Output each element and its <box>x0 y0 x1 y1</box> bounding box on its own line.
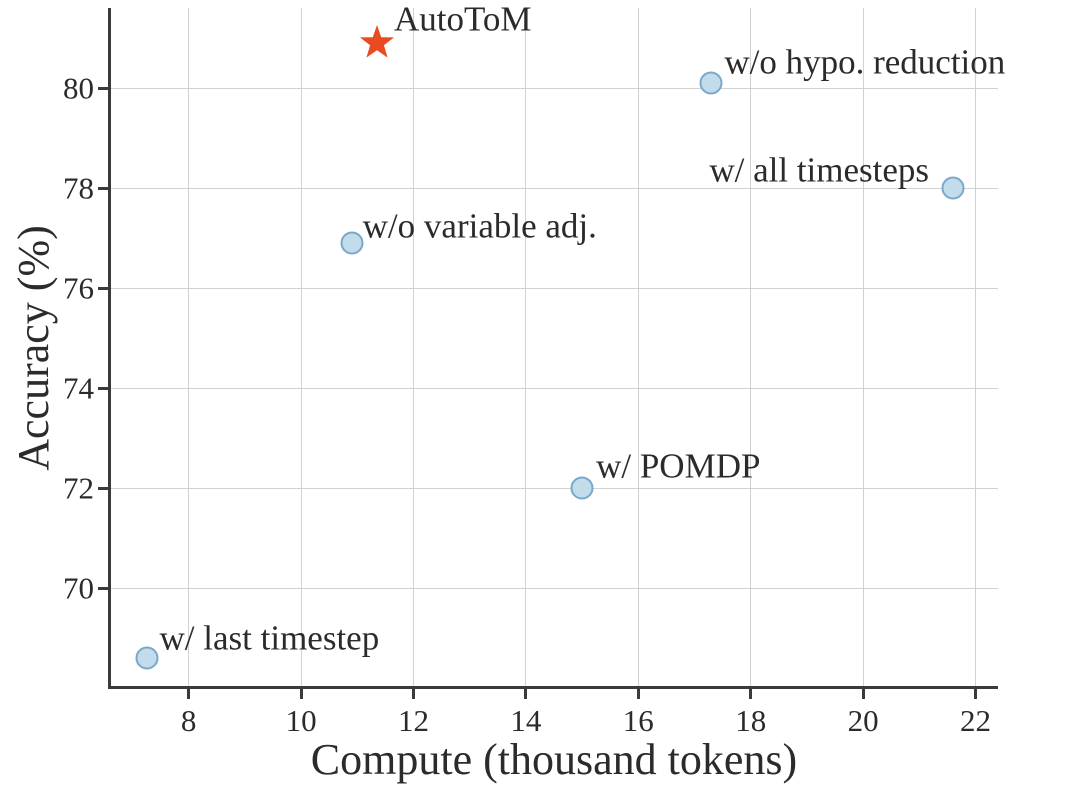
x-gridline-8 <box>188 8 190 688</box>
y-tick-mark-70 <box>98 586 110 590</box>
x-gridline-18 <box>750 8 752 688</box>
x-tick-mark-12 <box>411 688 415 699</box>
x-tick-mark-22 <box>974 688 978 699</box>
x-gridline-12 <box>412 8 414 688</box>
x-tick-label-10: 10 <box>285 703 317 738</box>
x-tick-label-22: 22 <box>960 703 992 738</box>
y-tick-label-74: 74 <box>63 370 94 406</box>
data-point-label-w-all-timesteps: w/ all timesteps <box>709 150 930 190</box>
x-tick-mark-8 <box>187 688 191 699</box>
data-point-w-last-timestep <box>135 646 159 670</box>
x-tick-mark-14 <box>524 688 528 699</box>
x-tick-mark-10 <box>299 688 303 699</box>
x-tick-mark-18 <box>749 688 753 699</box>
y-gridline-70 <box>110 587 998 589</box>
data-point-label-w-o-variable-adj: w/o variable adj. <box>362 206 597 246</box>
y-tick-label-76: 76 <box>63 270 94 306</box>
y-tick-label-80: 80 <box>63 70 94 106</box>
y-axis-spine <box>108 8 111 689</box>
y-gridline-80 <box>110 87 998 89</box>
x-tick-label-16: 16 <box>622 703 654 738</box>
y-tick-mark-76 <box>98 286 110 290</box>
y-tick-label-70: 70 <box>63 570 94 606</box>
y-gridline-76 <box>110 287 998 289</box>
y-tick-mark-72 <box>98 486 110 490</box>
y-tick-mark-80 <box>98 86 110 90</box>
data-point-label-w-o-hypo-reduction: w/o hypo. reduction <box>724 42 1006 82</box>
x-tick-label-20: 20 <box>847 703 879 738</box>
x-tick-label-8: 8 <box>180 703 197 738</box>
data-point-w-o-variable-adj <box>340 231 364 255</box>
x-tick-mark-20 <box>861 688 865 699</box>
y-tick-mark-74 <box>98 386 110 390</box>
x-gridline-22 <box>975 8 977 688</box>
y-gridline-72 <box>110 487 998 489</box>
x-gridline-16 <box>637 8 639 688</box>
data-point-label-w-pomdp: w/ POMDP <box>596 446 761 486</box>
x-gridline-14 <box>525 8 527 688</box>
x-tick-label-12: 12 <box>397 703 429 738</box>
data-point-w-o-hypo-reduction <box>699 71 723 95</box>
x-axis-spine <box>108 686 998 689</box>
x-tick-label-18: 18 <box>735 703 767 738</box>
x-tick-label-14: 14 <box>510 703 542 738</box>
data-point-label-w-last-timestep: w/ last timestep <box>159 618 380 658</box>
y-tick-label-72: 72 <box>63 470 94 506</box>
y-tick-mark-78 <box>98 186 110 190</box>
y-gridline-78 <box>110 187 998 189</box>
data-point-w-pomdp <box>570 476 594 500</box>
data-point-star-autotom <box>359 25 395 58</box>
x-axis-title: Compute (thousand tokens) <box>310 735 798 784</box>
x-gridline-10 <box>300 8 302 688</box>
data-point-w-all-timesteps <box>941 176 965 200</box>
y-axis-title: Accuracy (%) <box>9 225 58 471</box>
y-gridline-74 <box>110 387 998 389</box>
x-tick-mark-16 <box>636 688 640 699</box>
data-point-label-autotom: AutoToM <box>393 0 532 39</box>
x-gridline-20 <box>862 8 864 688</box>
y-tick-label-78: 78 <box>63 170 94 206</box>
